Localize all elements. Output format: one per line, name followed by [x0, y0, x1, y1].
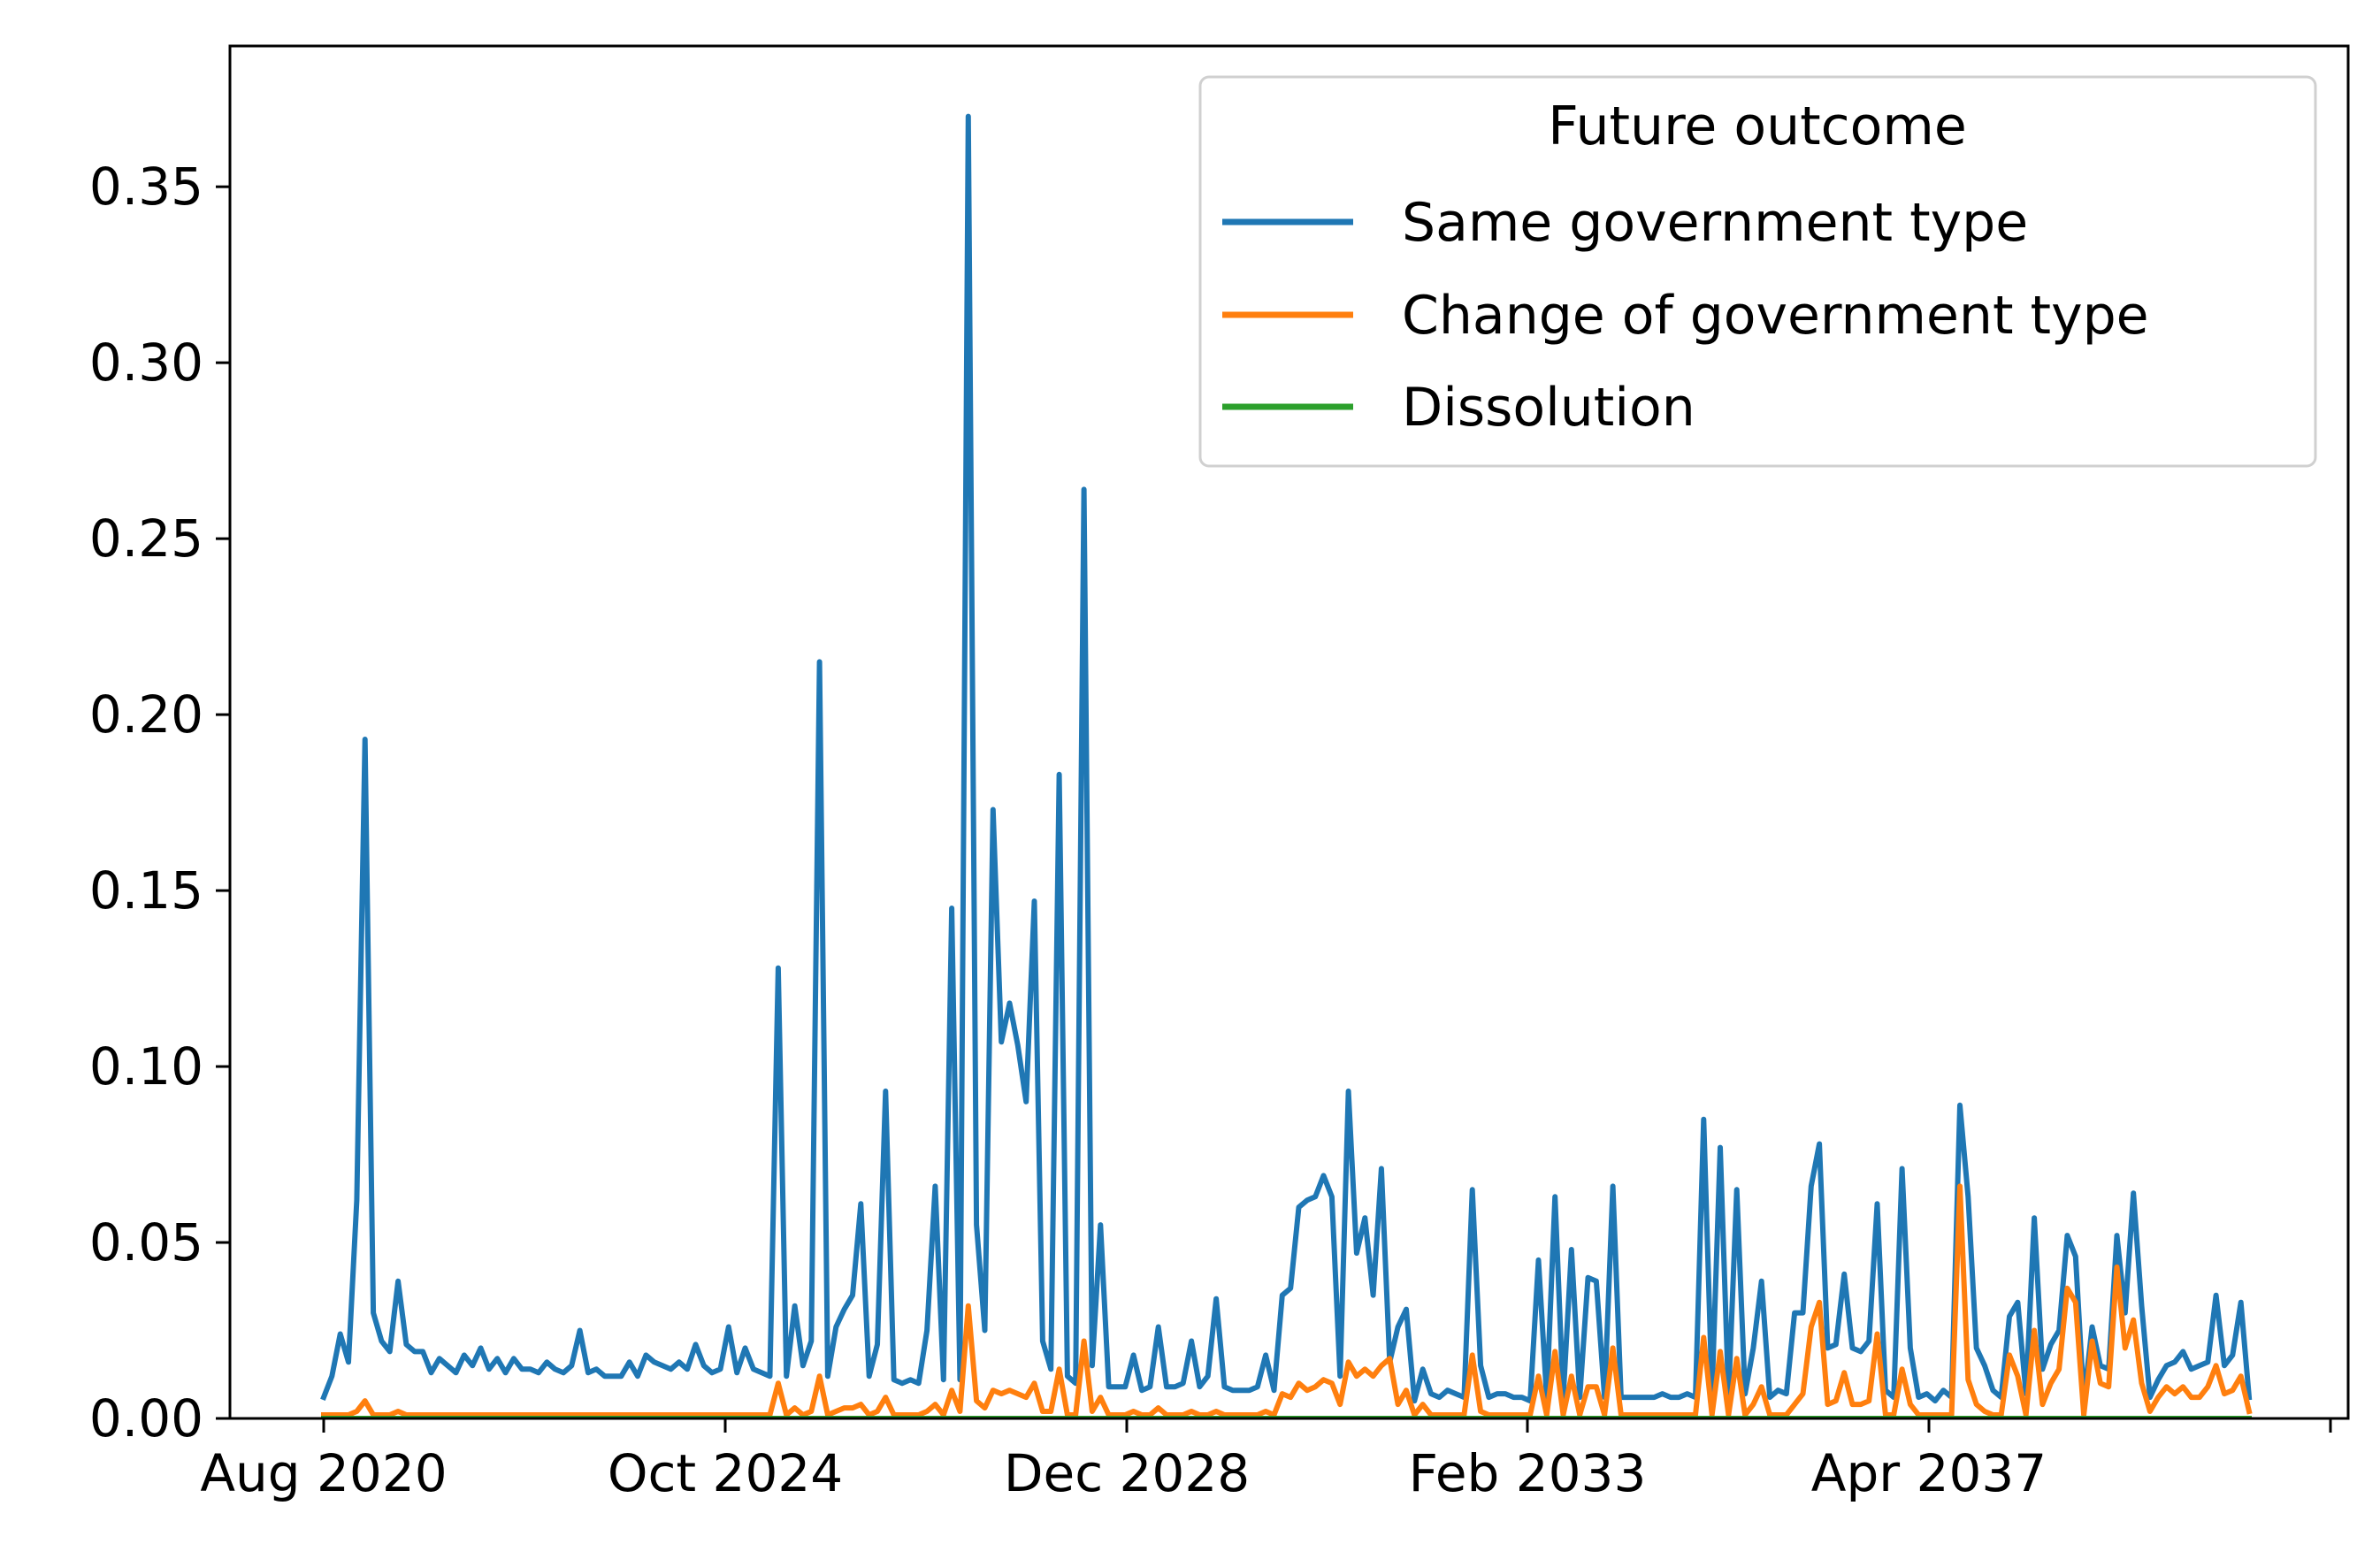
- series-line-change-of-government-type: [321, 1183, 2253, 1418]
- y-tick-label: 0.10: [89, 1036, 203, 1097]
- x-tick-label: Aug 2020: [200, 1443, 447, 1503]
- legend-title: Future outcome: [1548, 96, 1966, 157]
- y-tick-label: 0.30: [89, 333, 203, 393]
- y-tick-label: 0.00: [89, 1388, 203, 1449]
- y-tick-label: 0.15: [89, 860, 203, 921]
- plot-frame: [228, 44, 2350, 1420]
- y-tick-label: 0.20: [89, 684, 203, 745]
- y-tick-label: 0.25: [89, 508, 203, 569]
- x-tick-label: Oct 2024: [608, 1443, 843, 1503]
- plot-area: [320, 113, 2253, 1418]
- y-axis: 0.00 0.05 0.10 0.15 0.20 0.25 0.30 0.35: [89, 157, 230, 1449]
- x-tick-label: Apr 2037: [1811, 1443, 2047, 1503]
- series-line-same-government-type: [320, 113, 2253, 1404]
- y-tick-label: 0.35: [89, 157, 203, 217]
- legend-label-dissolution: Dissolution: [1402, 377, 1695, 439]
- x-tick-label: Feb 2033: [1409, 1443, 1647, 1503]
- legend-label-same-government-type: Same government type: [1402, 192, 2028, 254]
- y-tick-label: 0.05: [89, 1212, 203, 1273]
- legend-label-change-of-government-type: Change of government type: [1402, 285, 2149, 347]
- legend: Future outcome Same government type Chan…: [1198, 75, 2317, 468]
- x-axis: Aug 2020 Oct 2024 Dec 2028 Feb 2033 Apr 2037: [200, 1418, 2332, 1503]
- x-tick-label: Dec 2028: [1004, 1443, 1250, 1503]
- legend-box: [1198, 75, 2317, 468]
